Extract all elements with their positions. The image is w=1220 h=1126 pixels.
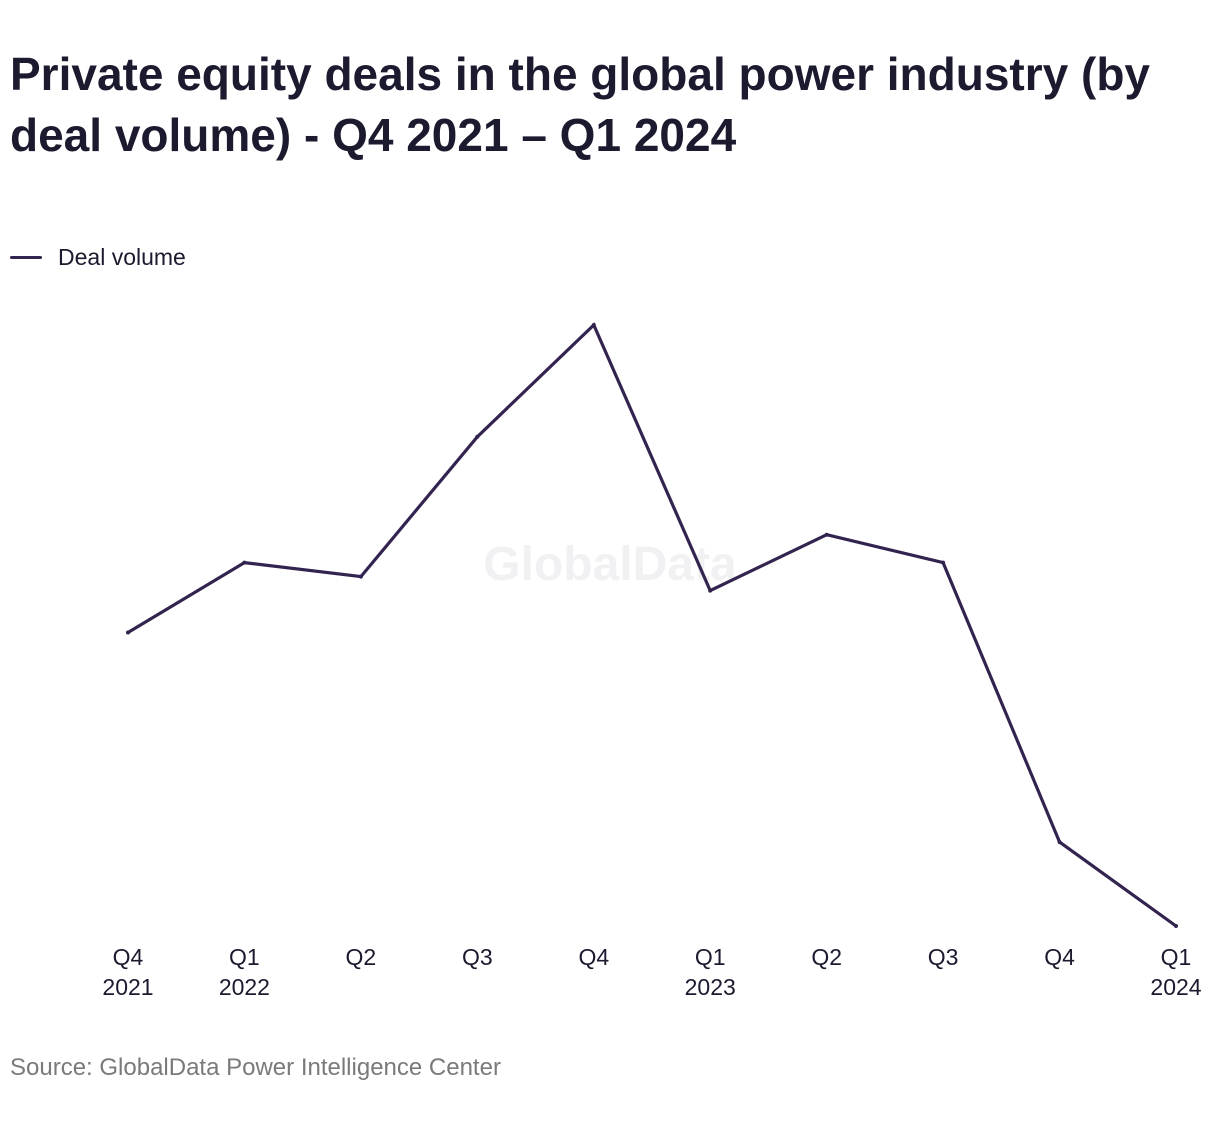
x-tick-label: Q3 — [928, 944, 959, 970]
data-point — [591, 323, 596, 327]
data-point — [358, 574, 363, 579]
x-tick-label: Q1 2022 — [219, 944, 270, 1000]
legend-label-deal-volume: Deal volume — [58, 243, 186, 270]
x-tick-label: Q1 2024 — [1150, 944, 1201, 1000]
data-point — [824, 532, 829, 537]
series-layer — [126, 322, 1178, 928]
series-line-deal-volume — [127, 322, 1177, 928]
data-point — [126, 630, 130, 635]
data-point — [1057, 840, 1062, 845]
watermark: GlobalData — [483, 538, 737, 591]
data-point — [1174, 924, 1178, 928]
data-point — [475, 434, 480, 439]
data-point — [708, 588, 713, 593]
source-note: Source: GlobalData Power Intelligence Ce… — [10, 1054, 501, 1081]
x-axis-ticks: Q4 2021 Q1 2022 Q2 Q3 Q4 Q1 2023 Q2 Q3 Q4 Q1 2024 — [102, 944, 1201, 1000]
legend-swatch-deal-volume — [10, 255, 42, 259]
x-tick-label: Q4 — [1044, 944, 1075, 970]
x-tick-label: Q4 — [578, 944, 609, 970]
data-point — [242, 560, 247, 565]
x-tick-label: Q2 — [811, 944, 842, 970]
chart-title: Private equity deals in the global power… — [10, 48, 1151, 161]
data-point — [941, 560, 946, 565]
x-tick-label: Q3 — [462, 944, 493, 970]
x-tick-label: Q1 2023 — [685, 944, 736, 1000]
x-tick-label: Q4 2021 — [102, 944, 153, 1000]
x-tick-label: Q2 — [346, 944, 377, 970]
legend: Deal volume — [10, 242, 186, 272]
